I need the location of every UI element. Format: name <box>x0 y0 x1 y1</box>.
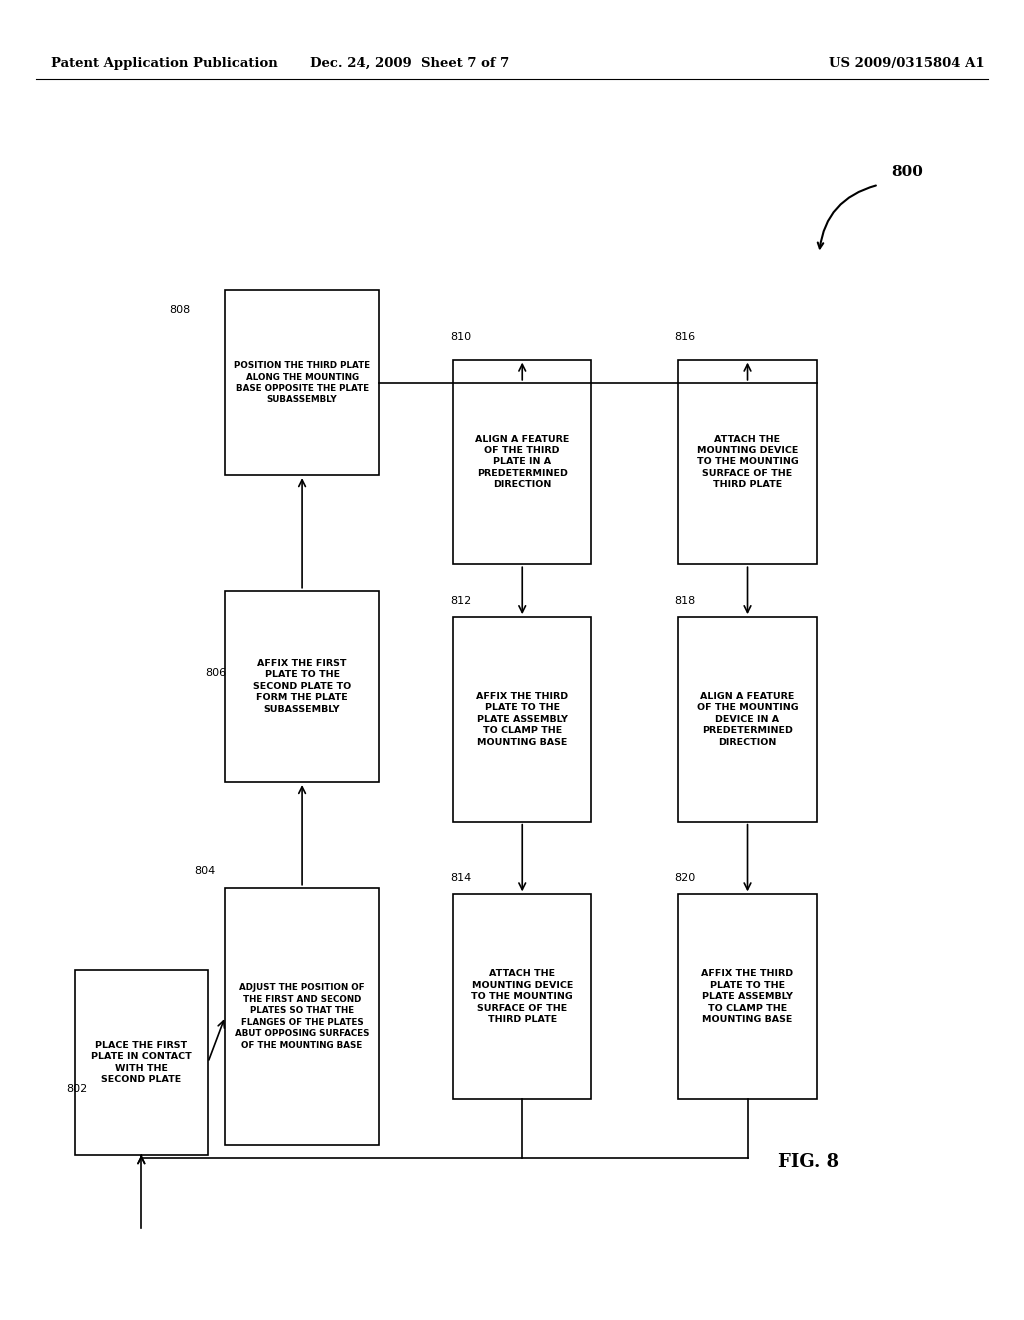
Text: 820: 820 <box>674 873 695 883</box>
Bar <box>453 895 592 1098</box>
Text: Patent Application Publication: Patent Application Publication <box>51 57 278 70</box>
Bar <box>225 887 379 1144</box>
Bar <box>453 359 592 565</box>
Text: ALIGN A FEATURE
OF THE MOUNTING
DEVICE IN A
PREDETERMINED
DIRECTION: ALIGN A FEATURE OF THE MOUNTING DEVICE I… <box>696 692 799 747</box>
Text: ATTACH THE
MOUNTING DEVICE
TO THE MOUNTING
SURFACE OF THE
THIRD PLATE: ATTACH THE MOUNTING DEVICE TO THE MOUNTI… <box>696 434 799 490</box>
Text: POSITION THE THIRD PLATE
ALONG THE MOUNTING
BASE OPPOSITE THE PLATE
SUBASSEMBLY: POSITION THE THIRD PLATE ALONG THE MOUNT… <box>234 362 370 404</box>
Text: ATTACH THE
MOUNTING DEVICE
TO THE MOUNTING
SURFACE OF THE
THIRD PLATE: ATTACH THE MOUNTING DEVICE TO THE MOUNTI… <box>471 969 573 1024</box>
Bar <box>225 290 379 475</box>
Text: 808: 808 <box>169 305 190 315</box>
Text: AFFIX THE THIRD
PLATE TO THE
PLATE ASSEMBLY
TO CLAMP THE
MOUNTING BASE: AFFIX THE THIRD PLATE TO THE PLATE ASSEM… <box>476 692 568 747</box>
Text: 804: 804 <box>195 866 216 876</box>
Text: 806: 806 <box>205 668 226 678</box>
Text: ALIGN A FEATURE
OF THE THIRD
PLATE IN A
PREDETERMINED
DIRECTION: ALIGN A FEATURE OF THE THIRD PLATE IN A … <box>475 434 569 490</box>
Text: AFFIX THE FIRST
PLATE TO THE
SECOND PLATE TO
FORM THE PLATE
SUBASSEMBLY: AFFIX THE FIRST PLATE TO THE SECOND PLAT… <box>253 659 351 714</box>
Bar <box>75 970 208 1155</box>
Text: Dec. 24, 2009  Sheet 7 of 7: Dec. 24, 2009 Sheet 7 of 7 <box>310 57 509 70</box>
Text: FIG. 8: FIG. 8 <box>778 1152 840 1171</box>
Bar <box>678 895 817 1098</box>
Text: 800: 800 <box>891 165 923 178</box>
Text: 802: 802 <box>67 1084 88 1094</box>
Text: 814: 814 <box>451 873 472 883</box>
Text: PLACE THE FIRST
PLATE IN CONTACT
WITH THE
SECOND PLATE: PLACE THE FIRST PLATE IN CONTACT WITH TH… <box>91 1041 191 1084</box>
Text: 818: 818 <box>674 595 695 606</box>
Text: US 2009/0315804 A1: US 2009/0315804 A1 <box>829 57 985 70</box>
Bar <box>678 359 817 565</box>
Text: 812: 812 <box>451 595 472 606</box>
Text: 816: 816 <box>674 331 695 342</box>
Bar <box>453 618 592 821</box>
Bar <box>678 618 817 821</box>
Text: 810: 810 <box>451 331 472 342</box>
Bar <box>225 591 379 781</box>
Text: AFFIX THE THIRD
PLATE TO THE
PLATE ASSEMBLY
TO CLAMP THE
MOUNTING BASE: AFFIX THE THIRD PLATE TO THE PLATE ASSEM… <box>701 969 794 1024</box>
Text: ADJUST THE POSITION OF
THE FIRST AND SECOND
PLATES SO THAT THE
FLANGES OF THE PL: ADJUST THE POSITION OF THE FIRST AND SEC… <box>234 983 370 1049</box>
